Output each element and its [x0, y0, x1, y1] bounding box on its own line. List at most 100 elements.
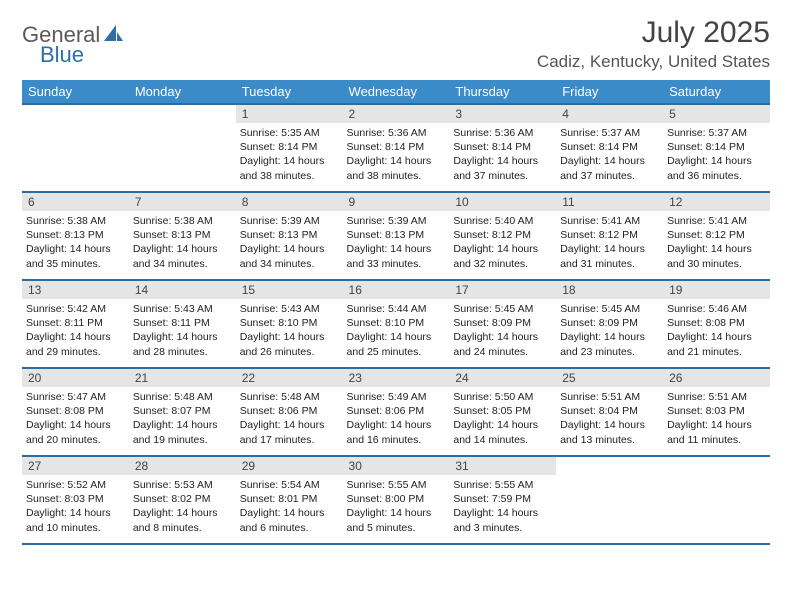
- day-number: 13: [22, 281, 129, 299]
- day-details: Sunrise: 5:40 AMSunset: 8:12 PMDaylight:…: [449, 211, 556, 275]
- header: General July 2025 Cadiz, Kentucky, Unite…: [22, 16, 770, 72]
- calendar-body: 1Sunrise: 5:35 AMSunset: 8:14 PMDaylight…: [22, 104, 770, 544]
- day-number: 31: [449, 457, 556, 475]
- calendar-cell: 22Sunrise: 5:48 AMSunset: 8:06 PMDayligh…: [236, 368, 343, 456]
- weekday-header: Saturday: [663, 80, 770, 104]
- calendar-cell: 9Sunrise: 5:39 AMSunset: 8:13 PMDaylight…: [343, 192, 450, 280]
- calendar-cell: 15Sunrise: 5:43 AMSunset: 8:10 PMDayligh…: [236, 280, 343, 368]
- calendar-cell: 4Sunrise: 5:37 AMSunset: 8:14 PMDaylight…: [556, 104, 663, 192]
- day-number: 25: [556, 369, 663, 387]
- day-details: Sunrise: 5:52 AMSunset: 8:03 PMDaylight:…: [22, 475, 129, 539]
- day-details: Sunrise: 5:48 AMSunset: 8:07 PMDaylight:…: [129, 387, 236, 451]
- calendar-cell: 17Sunrise: 5:45 AMSunset: 8:09 PMDayligh…: [449, 280, 556, 368]
- calendar-table: SundayMondayTuesdayWednesdayThursdayFrid…: [22, 80, 770, 545]
- day-number: 6: [22, 193, 129, 211]
- day-number: 12: [663, 193, 770, 211]
- day-details: Sunrise: 5:42 AMSunset: 8:11 PMDaylight:…: [22, 299, 129, 363]
- logo-sail-icon: [102, 23, 124, 48]
- weekday-row: SundayMondayTuesdayWednesdayThursdayFrid…: [22, 80, 770, 104]
- logo-text-blue: Blue: [40, 42, 84, 67]
- calendar-cell: [556, 456, 663, 544]
- calendar-head: SundayMondayTuesdayWednesdayThursdayFrid…: [22, 80, 770, 104]
- day-details: Sunrise: 5:38 AMSunset: 8:13 PMDaylight:…: [22, 211, 129, 275]
- calendar-cell: 7Sunrise: 5:38 AMSunset: 8:13 PMDaylight…: [129, 192, 236, 280]
- day-details: Sunrise: 5:39 AMSunset: 8:13 PMDaylight:…: [236, 211, 343, 275]
- day-number: 11: [556, 193, 663, 211]
- day-details: Sunrise: 5:44 AMSunset: 8:10 PMDaylight:…: [343, 299, 450, 363]
- day-details: Sunrise: 5:37 AMSunset: 8:14 PMDaylight:…: [556, 123, 663, 187]
- calendar-cell: 29Sunrise: 5:54 AMSunset: 8:01 PMDayligh…: [236, 456, 343, 544]
- day-number: 17: [449, 281, 556, 299]
- day-details: Sunrise: 5:55 AMSunset: 8:00 PMDaylight:…: [343, 475, 450, 539]
- day-details: Sunrise: 5:49 AMSunset: 8:06 PMDaylight:…: [343, 387, 450, 451]
- day-details: Sunrise: 5:46 AMSunset: 8:08 PMDaylight:…: [663, 299, 770, 363]
- calendar-cell: 2Sunrise: 5:36 AMSunset: 8:14 PMDaylight…: [343, 104, 450, 192]
- calendar-cell: [129, 104, 236, 192]
- day-details: Sunrise: 5:51 AMSunset: 8:03 PMDaylight:…: [663, 387, 770, 451]
- day-details: Sunrise: 5:43 AMSunset: 8:10 PMDaylight:…: [236, 299, 343, 363]
- calendar-cell: 10Sunrise: 5:40 AMSunset: 8:12 PMDayligh…: [449, 192, 556, 280]
- day-details: Sunrise: 5:55 AMSunset: 7:59 PMDaylight:…: [449, 475, 556, 539]
- day-number: 24: [449, 369, 556, 387]
- day-number: 15: [236, 281, 343, 299]
- day-number: 20: [22, 369, 129, 387]
- day-details: Sunrise: 5:45 AMSunset: 8:09 PMDaylight:…: [449, 299, 556, 363]
- weekday-header: Thursday: [449, 80, 556, 104]
- day-number: 30: [343, 457, 450, 475]
- day-details: Sunrise: 5:36 AMSunset: 8:14 PMDaylight:…: [449, 123, 556, 187]
- day-number: 10: [449, 193, 556, 211]
- day-details: Sunrise: 5:39 AMSunset: 8:13 PMDaylight:…: [343, 211, 450, 275]
- day-details: Sunrise: 5:35 AMSunset: 8:14 PMDaylight:…: [236, 123, 343, 187]
- day-number: 3: [449, 105, 556, 123]
- day-details: Sunrise: 5:41 AMSunset: 8:12 PMDaylight:…: [556, 211, 663, 275]
- calendar-cell: 8Sunrise: 5:39 AMSunset: 8:13 PMDaylight…: [236, 192, 343, 280]
- day-number: 29: [236, 457, 343, 475]
- calendar-cell: 5Sunrise: 5:37 AMSunset: 8:14 PMDaylight…: [663, 104, 770, 192]
- day-details: Sunrise: 5:41 AMSunset: 8:12 PMDaylight:…: [663, 211, 770, 275]
- page-title: July 2025: [537, 16, 770, 50]
- calendar-cell: 31Sunrise: 5:55 AMSunset: 7:59 PMDayligh…: [449, 456, 556, 544]
- calendar-cell: 13Sunrise: 5:42 AMSunset: 8:11 PMDayligh…: [22, 280, 129, 368]
- logo-blue-wrap: Blue: [40, 42, 84, 68]
- day-number: 28: [129, 457, 236, 475]
- weekday-header: Monday: [129, 80, 236, 104]
- day-details: Sunrise: 5:47 AMSunset: 8:08 PMDaylight:…: [22, 387, 129, 451]
- calendar-cell: [663, 456, 770, 544]
- calendar-cell: 11Sunrise: 5:41 AMSunset: 8:12 PMDayligh…: [556, 192, 663, 280]
- day-details: Sunrise: 5:48 AMSunset: 8:06 PMDaylight:…: [236, 387, 343, 451]
- day-details: Sunrise: 5:37 AMSunset: 8:14 PMDaylight:…: [663, 123, 770, 187]
- day-number: 23: [343, 369, 450, 387]
- day-number: 16: [343, 281, 450, 299]
- calendar-cell: 25Sunrise: 5:51 AMSunset: 8:04 PMDayligh…: [556, 368, 663, 456]
- calendar-cell: 6Sunrise: 5:38 AMSunset: 8:13 PMDaylight…: [22, 192, 129, 280]
- day-details: Sunrise: 5:36 AMSunset: 8:14 PMDaylight:…: [343, 123, 450, 187]
- day-number: 22: [236, 369, 343, 387]
- day-number: 7: [129, 193, 236, 211]
- calendar-cell: 30Sunrise: 5:55 AMSunset: 8:00 PMDayligh…: [343, 456, 450, 544]
- calendar-cell: 3Sunrise: 5:36 AMSunset: 8:14 PMDaylight…: [449, 104, 556, 192]
- calendar-week-row: 27Sunrise: 5:52 AMSunset: 8:03 PMDayligh…: [22, 456, 770, 544]
- calendar-week-row: 20Sunrise: 5:47 AMSunset: 8:08 PMDayligh…: [22, 368, 770, 456]
- calendar-cell: 27Sunrise: 5:52 AMSunset: 8:03 PMDayligh…: [22, 456, 129, 544]
- day-number: 26: [663, 369, 770, 387]
- weekday-header: Sunday: [22, 80, 129, 104]
- calendar-cell: 12Sunrise: 5:41 AMSunset: 8:12 PMDayligh…: [663, 192, 770, 280]
- calendar-cell: 24Sunrise: 5:50 AMSunset: 8:05 PMDayligh…: [449, 368, 556, 456]
- calendar-cell: 1Sunrise: 5:35 AMSunset: 8:14 PMDaylight…: [236, 104, 343, 192]
- calendar-week-row: 6Sunrise: 5:38 AMSunset: 8:13 PMDaylight…: [22, 192, 770, 280]
- calendar-cell: 21Sunrise: 5:48 AMSunset: 8:07 PMDayligh…: [129, 368, 236, 456]
- day-details: Sunrise: 5:50 AMSunset: 8:05 PMDaylight:…: [449, 387, 556, 451]
- day-number: 27: [22, 457, 129, 475]
- day-number: 14: [129, 281, 236, 299]
- day-number: 9: [343, 193, 450, 211]
- day-number: 21: [129, 369, 236, 387]
- calendar-cell: 23Sunrise: 5:49 AMSunset: 8:06 PMDayligh…: [343, 368, 450, 456]
- calendar-cell: 18Sunrise: 5:45 AMSunset: 8:09 PMDayligh…: [556, 280, 663, 368]
- title-block: July 2025 Cadiz, Kentucky, United States: [537, 16, 770, 72]
- weekday-header: Tuesday: [236, 80, 343, 104]
- day-number: 18: [556, 281, 663, 299]
- day-number: 19: [663, 281, 770, 299]
- day-number: 8: [236, 193, 343, 211]
- day-number: 4: [556, 105, 663, 123]
- calendar-cell: 14Sunrise: 5:43 AMSunset: 8:11 PMDayligh…: [129, 280, 236, 368]
